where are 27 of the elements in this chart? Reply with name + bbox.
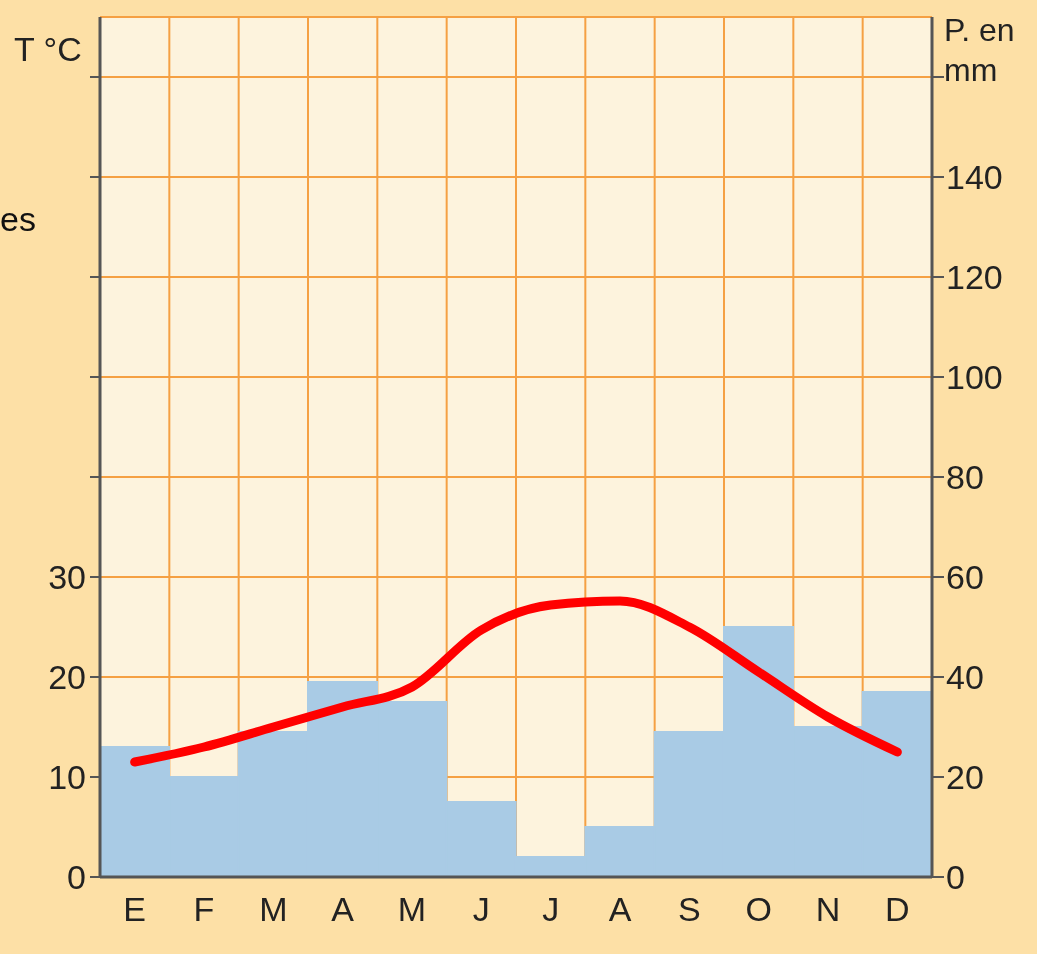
y2-tick-label: 80: [946, 457, 984, 497]
y2-tick-label: 60: [946, 557, 984, 597]
text: es: [0, 200, 36, 239]
x-tick-label: O: [745, 890, 772, 929]
y2-tick-label: 0: [946, 857, 965, 897]
y-tick-label: 20: [48, 657, 86, 697]
x-tick-label: S: [677, 890, 701, 929]
x-tick-label: A: [331, 890, 355, 929]
x-tick-label: J: [472, 890, 490, 929]
x-tick-label: F: [193, 890, 215, 929]
y-tick-label: 0: [67, 857, 86, 897]
y-tick-label: 10: [48, 757, 86, 797]
x-tick-label: E: [123, 890, 147, 929]
y-axis-title: T °C: [14, 30, 82, 69]
x-tick-label: M: [259, 890, 288, 929]
y2-tick-label: 100: [946, 357, 1003, 397]
y2-tick-label: 20: [946, 757, 984, 797]
x-tick-label: N: [815, 890, 841, 929]
y2-tick-label: 140: [946, 157, 1003, 197]
x-tick-label: J: [542, 890, 560, 929]
x-tick-label: M: [397, 890, 427, 929]
y-tick-label: 30: [48, 557, 86, 597]
x-tick-label: D: [885, 890, 910, 929]
x-tick-label: A: [608, 890, 632, 929]
y2-tick-label: 120: [946, 257, 1003, 297]
y2-tick-label: 40: [946, 657, 984, 697]
y2-axis-title: P. en mm: [944, 11, 1016, 90]
